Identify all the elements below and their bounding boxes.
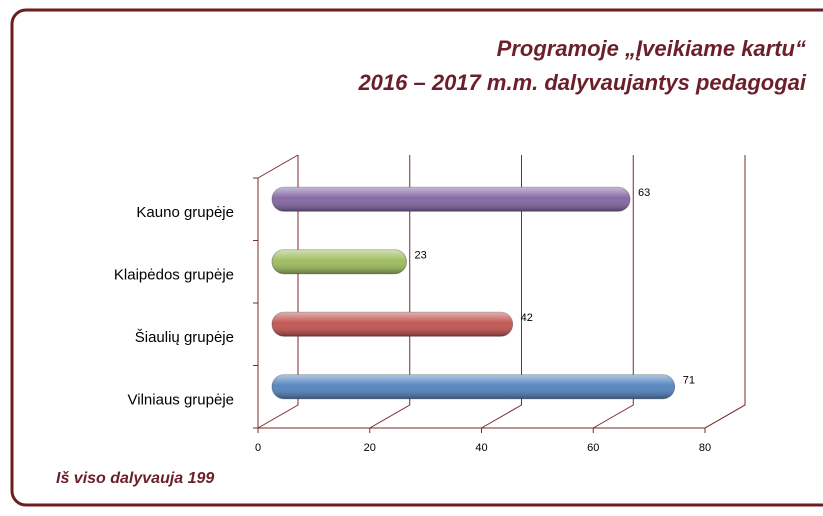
bar-shine [272,187,631,212]
value-label: 63 [638,187,650,199]
chart-subtitle: 2016 – 2017 m.m. dalyvaujantys pedagogai [357,70,806,95]
value-label: 23 [415,250,427,262]
value-label: 42 [521,312,533,324]
y-axis-depth [257,154,299,179]
y-tick-label: Kauno grupėje [136,204,234,221]
y-tick-label: Šiaulių grupėje [135,329,234,346]
x-tick-label: 80 [699,442,711,454]
x-axis-depth [704,404,746,429]
chart-title: Programoje „Įveikiame kartu“ [497,36,806,61]
y-tick-label: Vilniaus grupėje [128,392,234,409]
x-tick-label: 40 [475,442,487,454]
bar-shine [272,249,407,274]
y-tick-label: Klaipėdos grupėje [114,267,234,284]
annotation: Iš viso dalyvauja 199 [56,470,214,487]
grid-line [369,155,411,429]
x-tick-label: 60 [587,442,599,454]
bar-shine [272,374,675,399]
grid-line [257,155,299,429]
grid-line [481,155,522,429]
bar-shine [272,312,513,337]
value-label: 71 [683,375,695,387]
x-tick-label: 0 [255,442,261,454]
grid-line [593,155,634,429]
x-tick-label: 20 [364,442,376,454]
